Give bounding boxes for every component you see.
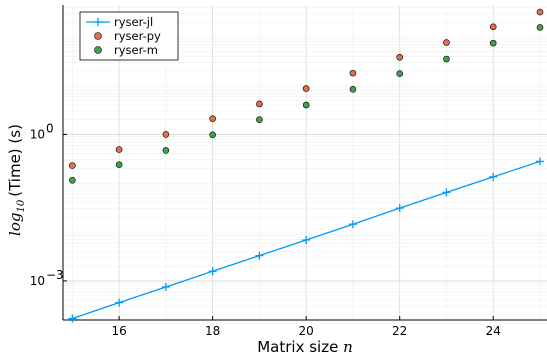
data-point-ryser-py <box>489 23 497 31</box>
x-tick-label: 18 <box>205 324 220 338</box>
x-tick-label: 22 <box>392 324 407 338</box>
data-point-ryser-py <box>162 131 170 138</box>
legend-item-ryser-py: ryser-py <box>94 29 161 43</box>
data-point-ryser-m <box>443 55 450 63</box>
data-point-ryser-jl <box>208 267 217 276</box>
data-point-ryser-py <box>396 53 403 61</box>
y-axis-label: log10 (Time) (s) <box>6 124 27 236</box>
legend-marker <box>94 46 102 54</box>
data-point-ryser-py <box>209 115 216 122</box>
data-point-ryser-m <box>256 116 263 124</box>
data-point-ryser-jl <box>255 251 264 260</box>
data-point-ryser-m <box>69 176 76 184</box>
data-point-ryser-py <box>443 39 450 46</box>
x-tick-label: 20 <box>299 324 314 338</box>
data-point-ryser-jl <box>115 298 124 307</box>
data-point-ryser-py <box>115 146 123 153</box>
y-tick-label: 10 <box>30 274 45 288</box>
data-point-ryser-m <box>396 70 403 78</box>
legend-label: ryser-py <box>114 29 161 43</box>
data-point-ryser-m <box>302 101 310 109</box>
x-tick-label: 16 <box>111 324 126 338</box>
y-tick-label: 10 <box>30 127 45 141</box>
data-point-ryser-m <box>536 24 544 31</box>
data-point-ryser-jl <box>442 188 451 197</box>
x-axis-label: Matrix size n <box>257 338 353 356</box>
y-tick-label-base: 10 <box>30 274 45 288</box>
series-ryser-py <box>69 8 544 169</box>
data-point-ryser-jl <box>489 172 498 181</box>
y-axis-ticks: 10 −310 0 <box>30 121 67 288</box>
data-point-ryser-jl <box>535 157 544 166</box>
data-point-ryser-py <box>349 69 357 77</box>
x-axis-label-main: Matrix size <box>257 338 343 356</box>
y-axis-label-sub: 10 <box>16 199 27 212</box>
y-tick-label-base: 10 <box>30 127 45 141</box>
plot-frame <box>62 5 547 321</box>
series-ryser-m <box>69 24 544 184</box>
series-group <box>68 8 544 323</box>
data-point-ryser-m <box>162 147 170 154</box>
data-point-ryser-jl <box>302 235 311 244</box>
x-axis-label-var: n <box>343 338 353 356</box>
y-tick-label-exponent: 0 <box>46 121 54 135</box>
data-point-ryser-jl <box>161 283 170 292</box>
y-tick-label-exponent: −3 <box>46 268 64 282</box>
x-tick-label: 24 <box>486 324 501 338</box>
data-point-ryser-py <box>69 162 76 169</box>
legend-label: ryser-jl <box>114 15 153 29</box>
y-axis-label-log: log <box>6 213 24 236</box>
legend-item-ryser-jl: ryser-jl <box>86 15 153 29</box>
x-axis-ticks: 16 18 20 22 24 <box>111 316 501 338</box>
data-point-ryser-py <box>302 85 310 92</box>
data-point-ryser-jl <box>395 204 404 213</box>
data-point-ryser-jl <box>68 314 77 323</box>
data-point-ryser-py <box>536 8 544 16</box>
legend-marker <box>94 32 102 40</box>
data-point-ryser-py <box>256 100 263 108</box>
legend-item-ryser-m: ryser-m <box>94 43 158 57</box>
data-point-ryser-m <box>115 161 123 168</box>
series-ryser-jl <box>68 157 544 323</box>
data-point-ryser-m <box>209 131 216 139</box>
data-point-ryser-m <box>349 85 357 93</box>
data-point-ryser-m <box>489 39 497 47</box>
y-axis-label-rest: (Time) (s) <box>6 124 24 197</box>
legend-marker <box>94 18 102 26</box>
legend-label: ryser-m <box>114 43 158 57</box>
data-point-ryser-jl <box>348 220 357 229</box>
